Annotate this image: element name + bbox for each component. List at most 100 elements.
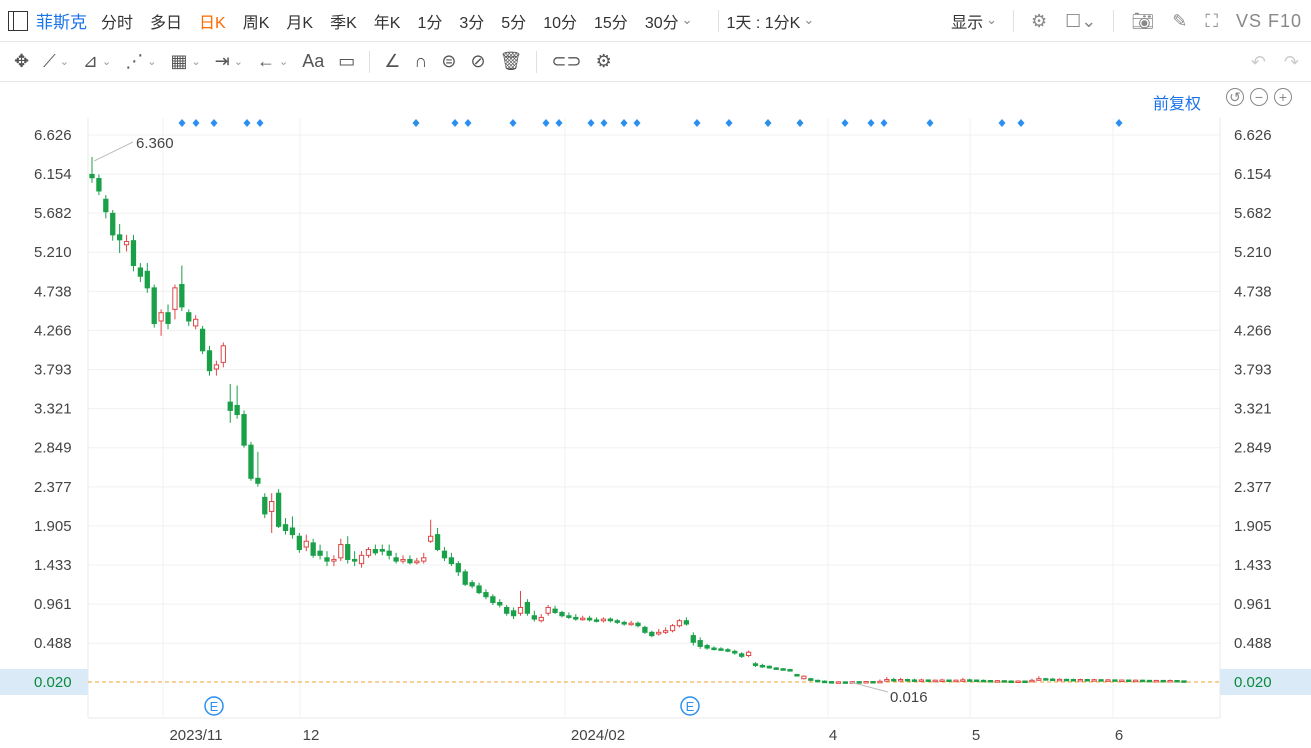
- magnet-icon[interactable]: ∩: [414, 51, 428, 71]
- y-tick-label-right: 6.154: [1234, 166, 1272, 183]
- candle-body: [669, 625, 676, 632]
- stock-symbol[interactable]: 菲斯克: [36, 13, 87, 32]
- settings-icon[interactable]: ⚙: [1031, 10, 1048, 31]
- candle-body: [614, 620, 620, 623]
- candle-body: [552, 608, 558, 613]
- event-marker-icon: [192, 119, 200, 127]
- fib-icon[interactable]: ▦ ⌄: [170, 51, 201, 71]
- period-monthly[interactable]: 月K: [286, 14, 314, 32]
- display-select[interactable]: 显示: [951, 9, 997, 33]
- period-quarterly[interactable]: 季K: [330, 14, 357, 32]
- comment-icon[interactable]: ▭: [338, 51, 356, 71]
- y-tick-label-left: 2.849: [34, 440, 72, 457]
- polyline-icon[interactable]: ⊿ ⌄: [82, 51, 112, 71]
- period-3min[interactable]: 3分: [459, 14, 485, 32]
- settings-icon[interactable]: ⚙: [595, 51, 612, 71]
- candle-body: [877, 680, 883, 684]
- candle-body: [1119, 679, 1125, 683]
- link-icon[interactable]: ⊂⊃: [551, 51, 582, 71]
- x-tick-label: 12: [303, 727, 320, 744]
- reset-icon[interactable]: ↺: [1226, 88, 1244, 106]
- arrow-icon[interactable]: ← ⌄: [257, 51, 289, 71]
- event-marker-icon: [633, 119, 641, 127]
- candle-body: [1153, 679, 1159, 683]
- layout-select-icon[interactable]: ☐⌄: [1065, 10, 1097, 31]
- candle-body: [856, 681, 862, 684]
- period-multiday[interactable]: 多日: [150, 14, 183, 32]
- y-tick-label-left: 4.266: [34, 322, 72, 339]
- zoom-in-icon[interactable]: +: [1274, 88, 1292, 106]
- period-daily[interactable]: 日K: [199, 14, 226, 32]
- fullscreen-icon[interactable]: ⛶: [1205, 10, 1218, 31]
- y-tick-label-left: 5.682: [34, 205, 72, 222]
- redo-icon[interactable]: ↷: [1283, 51, 1299, 72]
- wave-icon[interactable]: ⋰ ⌄: [125, 51, 157, 71]
- period-intraday[interactable]: 分时: [101, 14, 134, 32]
- earnings-marker-icon: [204, 696, 224, 716]
- compare-button[interactable]: VS F10: [1236, 11, 1302, 32]
- candle-body: [117, 234, 123, 241]
- candle-body: [1077, 679, 1083, 682]
- candle-body: [220, 345, 226, 363]
- pencil-icon[interactable]: ✎: [1172, 10, 1188, 31]
- y-tick-label-left: 0.488: [34, 635, 72, 652]
- candle-body: [1015, 680, 1021, 684]
- candle-body: [255, 477, 261, 484]
- event-marker-icon: [210, 119, 218, 127]
- period-weekly[interactable]: 周K: [242, 14, 270, 32]
- y-tick-label-left: 3.321: [34, 401, 72, 418]
- panel-toggle-icon[interactable]: [8, 10, 28, 31]
- candle-body: [773, 667, 779, 670]
- zoom-controls: ↺ − +: [1226, 88, 1292, 106]
- period-15min[interactable]: 15分: [594, 14, 628, 32]
- pen-icon[interactable]: ∠: [384, 51, 401, 71]
- candle-body: [89, 173, 95, 179]
- zoom-out-icon[interactable]: −: [1250, 88, 1268, 106]
- event-marker-icon: [725, 119, 733, 127]
- candle-body: [241, 414, 247, 446]
- candle-body: [683, 620, 690, 625]
- x-tick-label: 5: [972, 727, 980, 744]
- y-tick-label-right: 2.377: [1234, 479, 1272, 496]
- lock-icon[interactable]: ⊜: [441, 51, 457, 71]
- candle-body: [151, 287, 157, 324]
- event-marker-icon: [587, 119, 595, 127]
- candle-body: [476, 585, 482, 594]
- candle-body: [835, 681, 842, 684]
- event-marker-icon: [841, 119, 849, 127]
- candle-body: [524, 602, 531, 614]
- candle-body: [158, 312, 164, 322]
- period-5min[interactable]: 5分: [501, 14, 527, 32]
- camera-icon[interactable]: 📷︎: [1131, 10, 1155, 31]
- compare-period-select[interactable]: 1天 : 1分K: [727, 9, 815, 33]
- candle-body: [448, 557, 455, 565]
- move-icon[interactable]: ✥: [14, 51, 30, 71]
- candle-body: [234, 404, 240, 416]
- y-tick-label-right: 5.210: [1234, 244, 1272, 261]
- candle-body: [455, 563, 461, 573]
- candle-body: [1174, 680, 1180, 683]
- candle-body: [137, 267, 144, 277]
- period-10min[interactable]: 10分: [543, 14, 577, 32]
- candle-body: [144, 270, 150, 289]
- candle-body: [372, 549, 379, 554]
- candle-body: [358, 554, 365, 565]
- candle-body: [1160, 679, 1166, 683]
- divider: [1113, 10, 1115, 32]
- undo-icon[interactable]: ↶: [1250, 51, 1266, 72]
- candle-body: [545, 606, 551, 614]
- period-yearly[interactable]: 年K: [373, 14, 401, 32]
- period-1min[interactable]: 1分: [417, 14, 443, 32]
- period-30min[interactable]: 30分: [645, 9, 693, 33]
- f10-label: F10: [1267, 10, 1302, 31]
- adjust-mode[interactable]: 前复权: [1153, 96, 1202, 113]
- candle-body: [787, 669, 793, 672]
- trash-icon[interactable]: 🗑︎: [499, 51, 523, 71]
- line-icon[interactable]: ⟋ ⌄: [43, 51, 69, 71]
- hide-icon[interactable]: ⊘: [470, 51, 486, 71]
- y-tick-label-left: 3.793: [34, 362, 72, 379]
- range-icon[interactable]: ⇥ ⌄: [214, 51, 243, 71]
- x-tick-label: 6: [1115, 727, 1123, 744]
- text-icon[interactable]: Aa: [302, 51, 325, 71]
